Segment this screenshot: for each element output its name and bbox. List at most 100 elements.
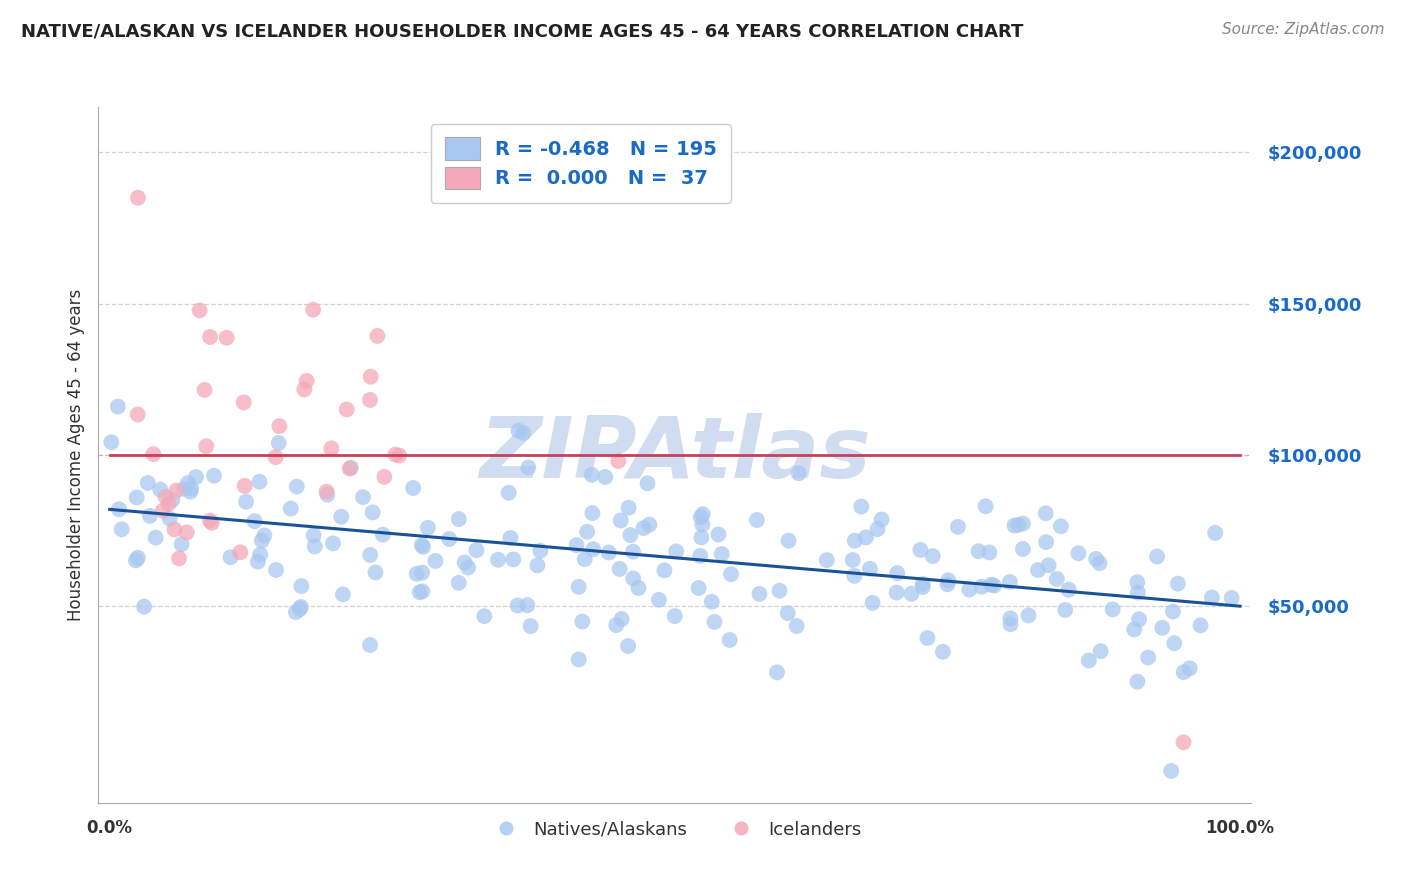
Point — [1126, 585, 1149, 599]
Point — [778, 533, 800, 548]
Point — [142, 447, 165, 461]
Point — [111, 522, 134, 536]
Point — [235, 495, 257, 509]
Point — [688, 581, 710, 595]
Text: Source: ZipAtlas.com: Source: ZipAtlas.com — [1222, 22, 1385, 37]
Point — [617, 500, 640, 515]
Point — [911, 580, 934, 594]
Point — [502, 552, 524, 566]
Point — [689, 510, 711, 524]
Point — [582, 542, 605, 557]
Point — [176, 525, 198, 540]
Point — [340, 460, 363, 475]
Point — [1126, 674, 1149, 689]
Point — [339, 461, 361, 475]
Point — [974, 500, 997, 514]
Y-axis label: Householder Income Ages 45 - 64 years: Householder Income Ages 45 - 64 years — [66, 289, 84, 621]
Point — [1011, 516, 1033, 531]
Point — [127, 191, 149, 205]
Point — [388, 449, 411, 463]
Point — [519, 619, 541, 633]
Point — [967, 544, 990, 558]
Point — [720, 567, 742, 582]
Point — [359, 392, 381, 407]
Point — [654, 563, 676, 577]
Point — [619, 528, 641, 542]
Point — [911, 577, 934, 591]
Point — [1035, 506, 1057, 520]
Point — [267, 436, 290, 450]
Point — [648, 592, 671, 607]
Point — [465, 543, 488, 558]
Point — [844, 533, 866, 548]
Point — [152, 504, 174, 518]
Point — [416, 521, 439, 535]
Point — [1178, 661, 1201, 675]
Point — [136, 475, 159, 490]
Point — [249, 475, 271, 489]
Point — [1017, 608, 1039, 623]
Point — [194, 383, 217, 397]
Point — [1201, 591, 1223, 605]
Point — [453, 556, 475, 570]
Point — [405, 566, 427, 581]
Point — [862, 596, 884, 610]
Point — [970, 580, 993, 594]
Point — [842, 553, 865, 567]
Point — [127, 550, 149, 565]
Point — [571, 615, 593, 629]
Point — [425, 554, 447, 568]
Point — [384, 448, 406, 462]
Point — [1123, 623, 1146, 637]
Point — [766, 665, 789, 680]
Point — [366, 329, 388, 343]
Point — [703, 615, 725, 629]
Point — [202, 468, 225, 483]
Point — [568, 580, 591, 594]
Point — [1000, 617, 1022, 632]
Point — [576, 524, 599, 539]
Point — [1004, 518, 1026, 533]
Point — [288, 602, 311, 616]
Point — [125, 491, 148, 505]
Point — [1054, 603, 1077, 617]
Point — [411, 538, 433, 552]
Point — [1204, 525, 1226, 540]
Point — [690, 531, 713, 545]
Point — [332, 587, 354, 601]
Point — [179, 484, 201, 499]
Point — [107, 400, 129, 414]
Point — [409, 585, 432, 599]
Point — [921, 549, 943, 563]
Point — [665, 544, 688, 558]
Point — [998, 574, 1021, 589]
Point — [1146, 549, 1168, 564]
Point — [170, 537, 193, 551]
Point — [517, 460, 540, 475]
Point — [149, 483, 172, 497]
Point — [302, 302, 325, 317]
Point — [787, 467, 810, 481]
Point — [621, 572, 644, 586]
Point — [718, 632, 741, 647]
Point — [638, 517, 661, 532]
Point — [159, 511, 181, 525]
Point — [900, 587, 922, 601]
Point — [637, 476, 659, 491]
Point — [134, 599, 156, 614]
Point — [844, 569, 866, 583]
Point — [932, 645, 955, 659]
Point — [1000, 611, 1022, 625]
Point — [1128, 612, 1150, 626]
Point — [1090, 644, 1112, 658]
Point — [1163, 636, 1185, 650]
Point — [315, 484, 337, 499]
Point — [412, 540, 434, 554]
Point — [411, 584, 433, 599]
Point — [581, 467, 603, 482]
Point — [917, 631, 939, 645]
Point — [1057, 582, 1080, 597]
Point — [157, 497, 180, 511]
Point — [321, 442, 343, 456]
Point — [1173, 665, 1195, 680]
